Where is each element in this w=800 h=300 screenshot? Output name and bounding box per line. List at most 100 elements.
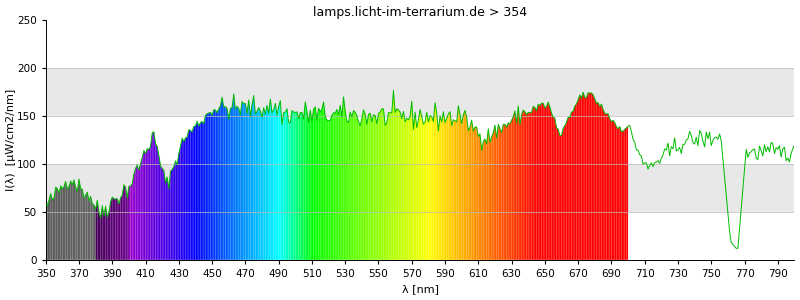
Polygon shape [475,127,477,260]
Polygon shape [90,196,92,260]
Polygon shape [432,117,434,260]
Polygon shape [474,127,475,260]
Polygon shape [383,109,385,260]
Polygon shape [530,112,531,260]
Polygon shape [558,129,560,260]
Polygon shape [472,120,474,260]
Polygon shape [112,197,114,260]
Polygon shape [142,150,144,260]
Polygon shape [480,134,482,260]
Polygon shape [202,122,204,260]
Polygon shape [152,132,154,260]
Polygon shape [455,121,457,260]
Polygon shape [217,109,218,260]
Polygon shape [198,123,201,260]
Polygon shape [346,111,347,260]
Polygon shape [309,110,310,260]
Polygon shape [106,206,107,260]
Polygon shape [570,112,571,260]
Polygon shape [257,107,258,260]
Polygon shape [522,110,523,260]
Polygon shape [593,95,594,260]
Polygon shape [502,124,503,260]
Polygon shape [72,180,74,260]
Polygon shape [218,106,221,260]
Polygon shape [302,112,304,260]
Polygon shape [553,117,555,260]
Polygon shape [254,95,255,260]
Polygon shape [623,129,625,260]
Polygon shape [538,104,540,260]
Polygon shape [237,106,238,260]
Polygon shape [614,122,617,260]
Polygon shape [322,102,323,260]
Polygon shape [300,112,302,260]
Polygon shape [568,117,570,260]
Polygon shape [542,103,543,260]
Polygon shape [129,186,130,260]
Polygon shape [418,110,420,260]
Polygon shape [207,113,209,260]
Polygon shape [506,123,508,260]
Polygon shape [355,112,357,260]
Polygon shape [602,104,603,260]
Polygon shape [295,112,297,260]
Polygon shape [315,107,317,260]
Polygon shape [297,112,298,260]
Polygon shape [122,185,124,260]
Polygon shape [49,194,50,260]
Polygon shape [495,125,497,260]
Polygon shape [110,197,112,260]
Polygon shape [600,104,602,260]
Polygon shape [540,103,542,260]
Polygon shape [563,126,565,260]
Polygon shape [525,112,526,260]
Polygon shape [54,187,56,260]
Polygon shape [61,186,62,260]
Polygon shape [274,103,275,260]
Polygon shape [378,112,380,260]
Polygon shape [310,110,312,260]
Polygon shape [406,118,409,260]
Polygon shape [582,92,583,260]
Polygon shape [420,110,422,260]
Polygon shape [197,121,198,260]
Polygon shape [99,212,101,260]
Polygon shape [622,131,623,260]
Polygon shape [212,110,214,260]
Polygon shape [334,113,335,260]
Polygon shape [278,100,280,260]
Polygon shape [76,188,78,260]
Polygon shape [277,107,278,260]
Polygon shape [342,97,343,260]
Polygon shape [565,122,566,260]
Polygon shape [307,111,309,260]
Polygon shape [210,112,212,260]
Polygon shape [69,181,70,260]
Bar [46,164,794,212]
Polygon shape [446,114,448,260]
Polygon shape [327,120,329,260]
Polygon shape [292,111,294,260]
Polygon shape [362,110,363,260]
Polygon shape [423,122,425,260]
Polygon shape [232,94,234,260]
Polygon shape [134,168,135,260]
Polygon shape [329,120,330,260]
Polygon shape [79,179,81,260]
Polygon shape [478,134,480,260]
Polygon shape [620,127,622,260]
Polygon shape [96,200,98,260]
Polygon shape [270,99,272,260]
Polygon shape [591,93,593,260]
Polygon shape [410,101,412,260]
Polygon shape [138,165,139,260]
Polygon shape [249,100,250,260]
Polygon shape [458,106,460,260]
Polygon shape [454,120,455,260]
Polygon shape [209,112,210,260]
Polygon shape [515,111,517,260]
Polygon shape [415,112,417,260]
Polygon shape [195,121,197,260]
Polygon shape [109,202,110,260]
